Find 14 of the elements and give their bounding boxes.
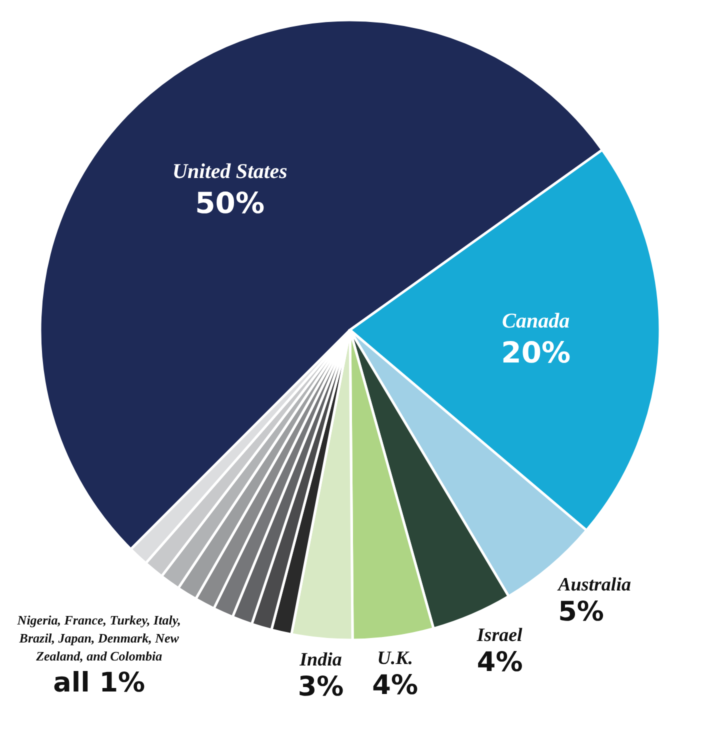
data-label: 50% [195, 186, 264, 220]
text: all 1% [53, 667, 146, 698]
slice-label: Israel [476, 624, 524, 646]
data-label: 3% [298, 672, 344, 703]
data-label: 4% [372, 670, 418, 701]
slice-label: Australia [557, 574, 632, 596]
data-label: 5% [558, 596, 604, 628]
slice-label: India [298, 650, 342, 671]
data-label: 20% [501, 336, 571, 370]
slice-label: Canada [502, 308, 570, 333]
data-label: 4% [476, 646, 523, 678]
slice-label: U.K. [377, 648, 414, 669]
text: Nigeria, France, Turkey, Italy, Brazil, Japan, Denmark, New Zealand, and Colombia [16, 612, 181, 664]
slice-label: United States [172, 159, 288, 184]
